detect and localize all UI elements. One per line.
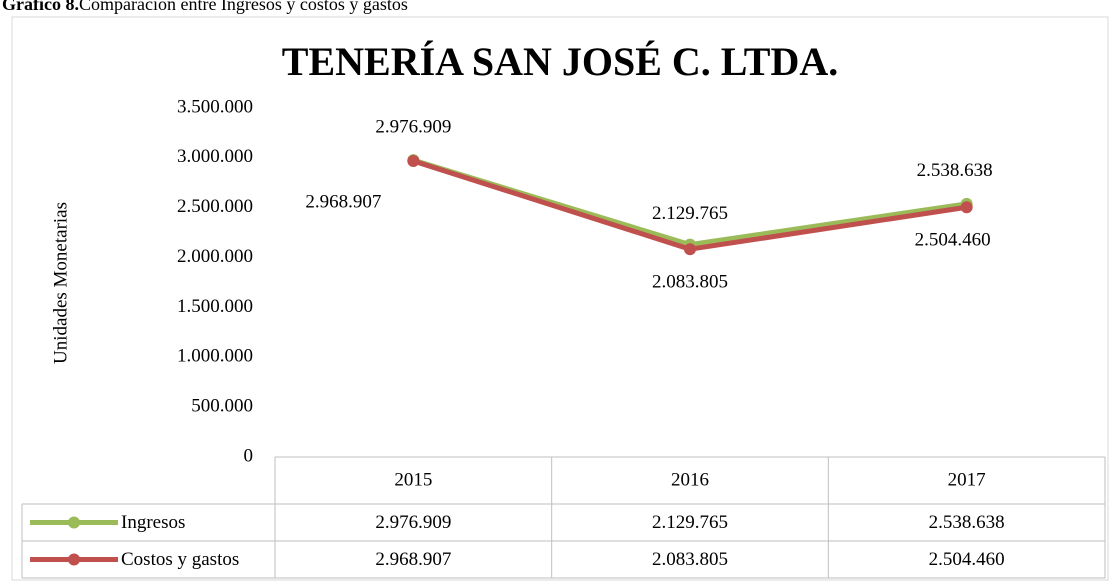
y-tick-label: 500.000 [191,396,253,417]
legend-label: Ingresos [121,512,185,533]
table-cell: 2.083.805 [652,549,728,570]
data-label: 2.968.907 [305,191,381,212]
caption: Gráfico 8.Comparación entre Ingresos y c… [2,0,408,14]
table-cell: 2.976.909 [375,512,451,533]
y-tick-label: 2.000.000 [177,246,253,267]
chart-frame [11,16,1109,581]
series-marker [684,243,696,256]
table-cell: 2.129.765 [652,512,728,533]
y-tick-label: 1.000.000 [177,346,253,367]
y-tick-label: 3.000.000 [177,146,253,167]
legend-key-marker [68,516,80,529]
x-tick-label: 2015 [394,469,432,490]
y-tick-label: 1.500.000 [177,296,253,317]
caption-label: Gráfico 8. [2,0,79,14]
data-label: 2.504.460 [915,230,991,251]
data-label: 2.976.909 [375,117,451,138]
series-marker [960,201,973,214]
x-tick-label: 2017 [948,469,986,490]
data-label: 2.538.638 [917,160,993,181]
caption-text: Comparación entre Ingresos y costos y ga… [79,0,408,14]
table-cell: 2.504.460 [929,549,1005,570]
chart-title: TENERÍA SAN JOSÉ C. LTDA. [282,39,838,84]
y-tick-label: 0 [244,445,254,466]
data-label: 2.083.805 [652,272,728,293]
x-tick-label: 2016 [671,469,709,490]
data-label: 2.129.765 [652,203,728,224]
table-cell: 2.968.907 [375,549,451,570]
y-tick-label: 2.500.000 [177,196,253,217]
y-tick-label: 3.500.000 [177,96,253,117]
legend-label: Costos y gastos [121,549,239,570]
series-marker [407,154,420,167]
legend-key-marker [68,553,80,566]
table-cell: 2.538.638 [929,512,1005,533]
y-axis-label: Unidades Monetarias [50,202,71,364]
